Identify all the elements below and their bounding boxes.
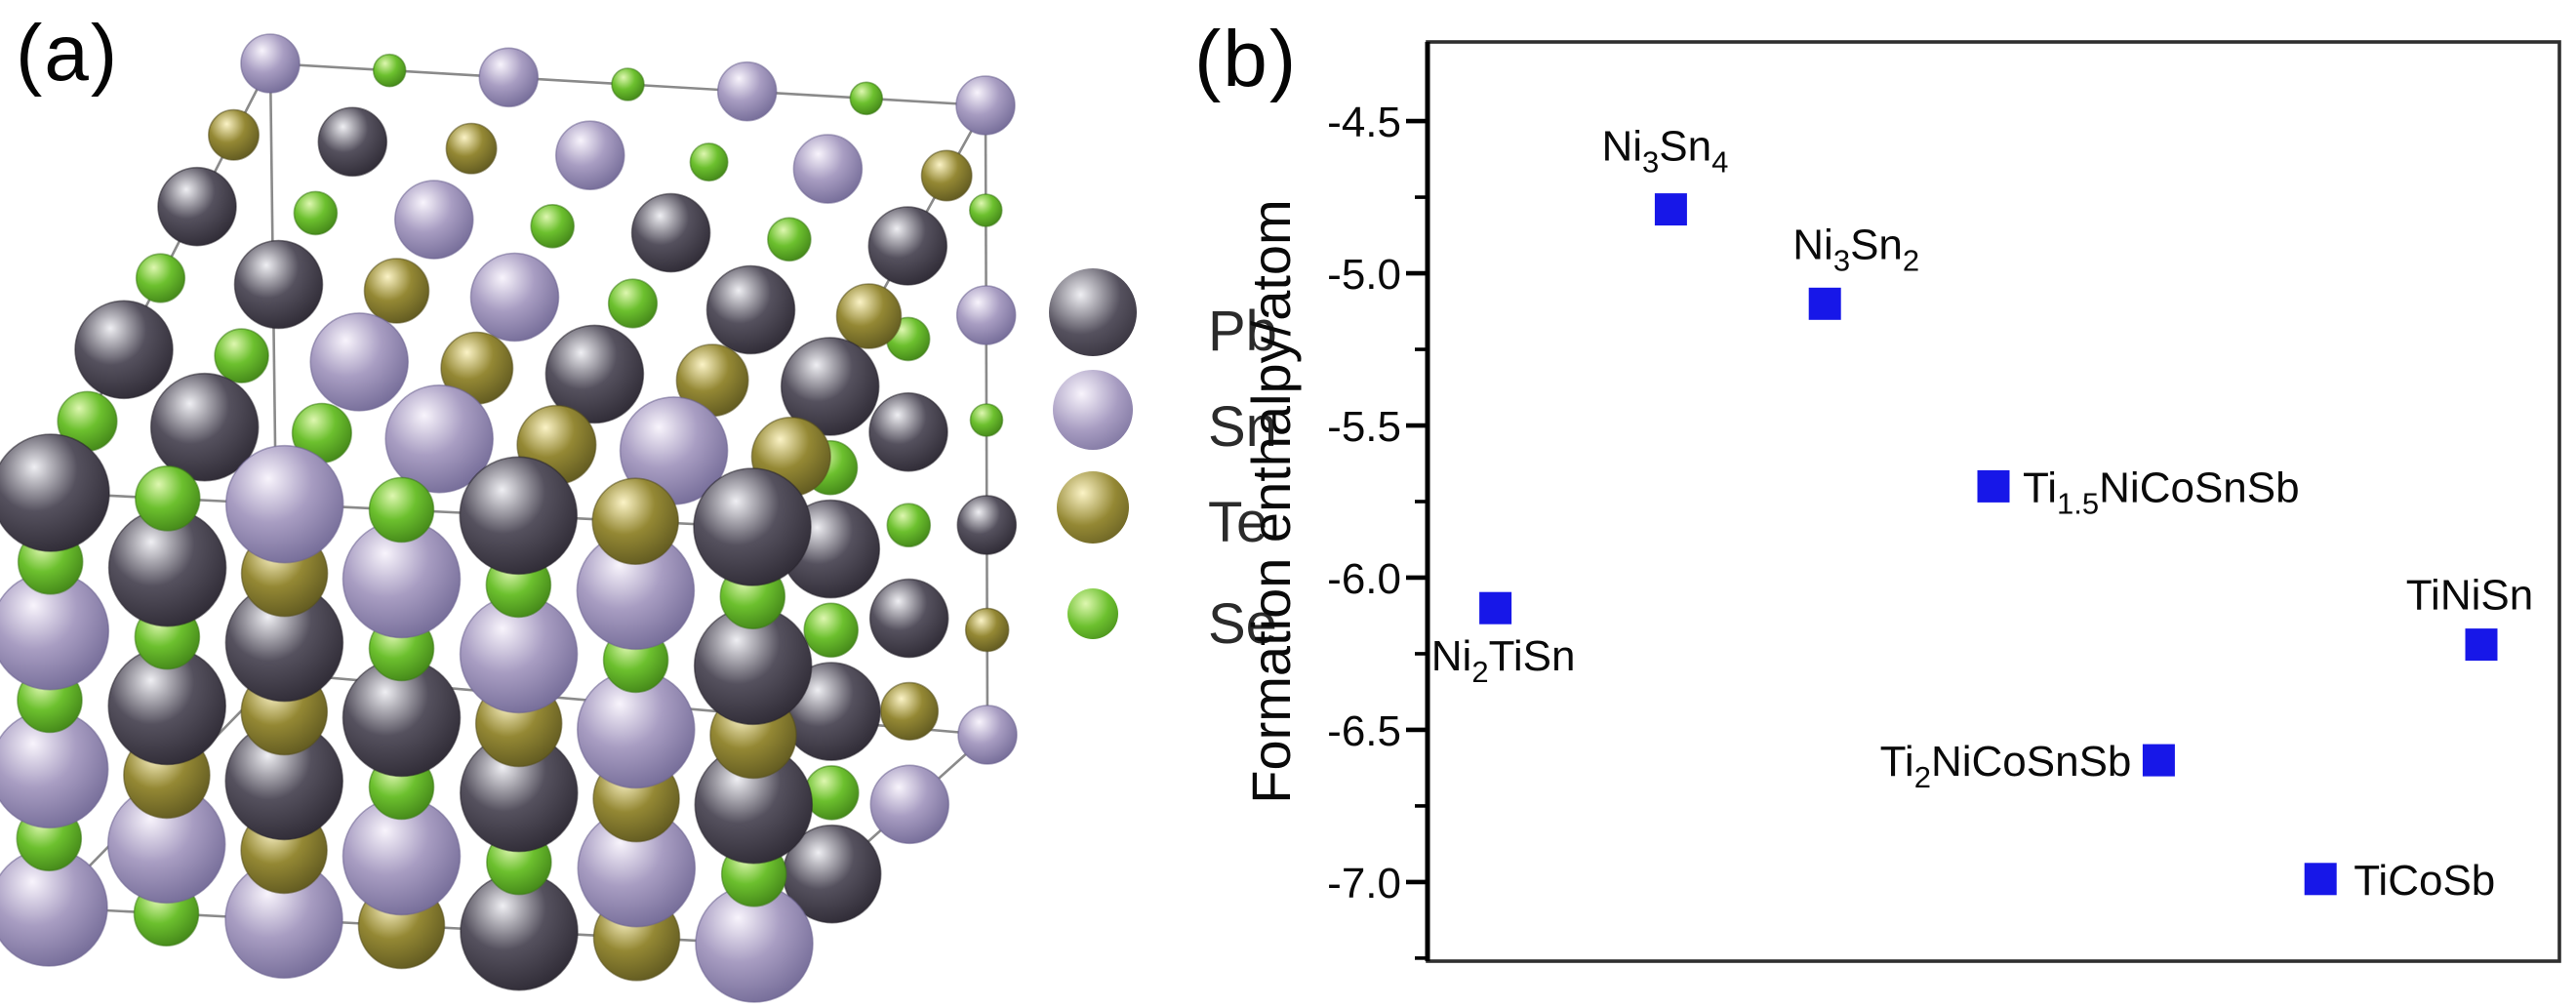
data-point-marker-ti1.5nicosnsb (1977, 469, 2010, 503)
atom-sphere-se (968, 193, 1003, 227)
atom-sphere-te (835, 283, 903, 349)
atom-sphere-pb (317, 106, 388, 178)
legend-label-pb: Pb (1208, 300, 1277, 363)
atom-sphere-pb (0, 433, 110, 552)
atom-sphere-sn (955, 285, 1017, 345)
data-point-label-ticosb: TiCoSb (2354, 857, 2495, 905)
data-point-marker-ni3sn4 (1654, 193, 1687, 226)
atom-sphere-te (208, 108, 261, 161)
atom-sphere-pb (705, 264, 796, 355)
atom-sphere-pb (868, 578, 949, 659)
data-point-marker-ni2tisn (1479, 591, 1512, 625)
atom-sphere-sn (224, 444, 344, 564)
y-tick-label: -7.0 (1327, 860, 1401, 907)
y-tick-label: -5.0 (1327, 251, 1401, 299)
atom-sphere-pb (780, 337, 880, 436)
atom-sphere-se (803, 765, 860, 821)
atom-sphere-sn (955, 75, 1016, 136)
data-point-label-tinisn: TiNiSn (2406, 572, 2533, 620)
atom-sphere-se (135, 464, 201, 532)
atom-sphere-sn (869, 764, 950, 845)
y-tick-label: -5.5 (1327, 403, 1401, 451)
data-point-label-ni3sn4: Ni3Sn4 (1601, 123, 1728, 180)
atom-sphere-se (372, 53, 407, 88)
atom-sphere-pb (233, 239, 324, 330)
data-point-marker-ti2nicosnsb (2142, 744, 2175, 777)
atom-sphere-pb (149, 372, 260, 482)
atom-sphere-pb (157, 166, 237, 247)
atom-sphere-pb (693, 467, 812, 586)
atom-sphere-se (135, 253, 186, 303)
atom-sphere-se (368, 476, 435, 544)
atom-sphere-sn (309, 312, 410, 412)
legend-label-se: Se (1208, 592, 1277, 656)
atom-sphere-pb (956, 495, 1018, 555)
formation-enthalpy-chart: -4.5 -5.0 -5.5 -6.0 -6.5 -7.0 Formation enthal… (1240, 40, 2561, 963)
atom-sphere-pb (867, 206, 948, 286)
atom-sphere-se (530, 204, 576, 249)
pb-atom-icon (1049, 267, 1137, 356)
atom-sphere-pb (459, 456, 579, 576)
atom-sphere-sn (554, 120, 625, 190)
atom-sphere-se (767, 217, 812, 262)
atom-sphere-sn (792, 134, 864, 204)
se-atom-icon (1067, 588, 1118, 639)
atom-sphere-sn (384, 383, 495, 494)
data-point-marker-tinisn (2465, 628, 2498, 662)
sn-atom-icon (1053, 369, 1133, 450)
atom-sphere-te (964, 607, 1010, 653)
atom-sphere-te (363, 258, 430, 324)
atom-sphere-te (879, 681, 940, 742)
panel-a-label: (a) (16, 9, 120, 98)
atom-sphere-sn (478, 47, 540, 108)
atom-sphere-sn (469, 252, 560, 343)
atom-sphere-pb (868, 391, 948, 472)
atom-sphere-te (591, 477, 680, 566)
atom-sphere-sn (240, 33, 301, 94)
data-point-marker-ticosb (2304, 863, 2337, 896)
data-point-label-ni2tisn: Ni2TiSn (1431, 632, 1576, 689)
atom-sphere-se (689, 142, 729, 182)
atom-sphere-se (886, 503, 932, 548)
atom-sphere-se (611, 67, 645, 101)
crystal-structure-figure (0, 33, 1018, 1003)
atom-sphere-se (849, 81, 884, 116)
atom-sphere-sn (393, 180, 474, 260)
atom-sphere-te (920, 149, 973, 202)
data-point-label-ni3sn2: Ni3Sn2 (1792, 221, 1919, 277)
atom-sphere-se (607, 278, 659, 329)
data-point-label-ti2nicosnsb: Ti2NiCoSnSb (1880, 738, 2132, 794)
atom-sphere-te (445, 122, 498, 175)
data-point-marker-ni3sn2 (1808, 287, 1841, 320)
atom-sphere-sn (716, 60, 778, 122)
y-tick-label: -4.5 (1327, 99, 1401, 146)
legend-label-te: Te (1208, 491, 1268, 554)
atom-sphere-pb (630, 192, 711, 273)
atom-sphere-pb (544, 324, 645, 424)
atom-sphere-se (214, 328, 269, 383)
atom-sphere-se (803, 602, 860, 659)
atom-sphere-se (293, 190, 339, 236)
y-tick-label: -6.0 (1327, 555, 1401, 603)
data-point-label-ti1.5nicosnsb: Ti1.5NiCoSnSb (2023, 464, 2300, 520)
atom-sphere-pb (74, 300, 174, 400)
atom-sphere-sn (957, 705, 1018, 765)
y-tick-label: -6.5 (1327, 707, 1401, 755)
atom-sphere-se (969, 403, 1004, 437)
y-axis-title: Formation enthalpy/atom (1240, 199, 1302, 803)
te-atom-icon (1057, 470, 1129, 544)
legend-label-sn: Sn (1208, 395, 1277, 459)
panel-b-label: (b) (1194, 15, 1299, 103)
